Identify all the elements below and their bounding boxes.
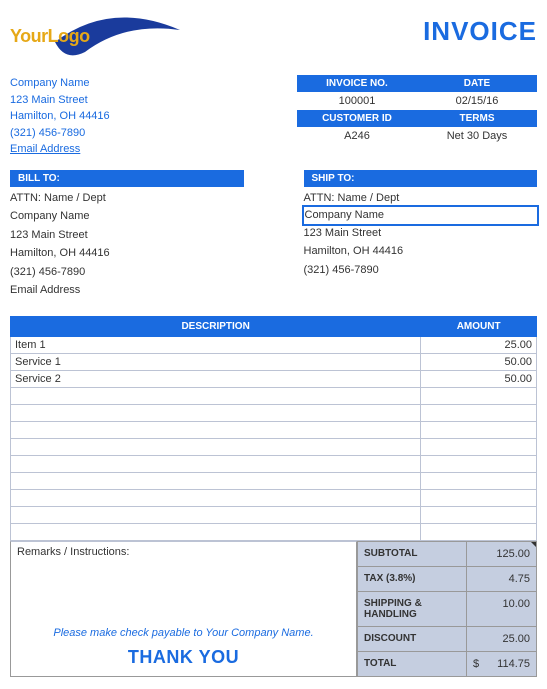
ship-to-street[interactable]: 123 Main Street [304,224,538,243]
meta-customer-id[interactable]: A246 [297,127,417,145]
logo-text-logo: Logo [48,26,90,46]
company-street: 123 Main Street [10,92,110,109]
bill-to-attn[interactable]: ATTN: Name / Dept [10,189,244,208]
meta-invoice-no[interactable]: 100001 [297,92,417,110]
company-name: Company Name [10,75,110,92]
meta-hdr-customer-id: CUSTOMER ID [297,110,417,127]
line-desc[interactable] [11,523,421,540]
total-currency: $ [473,658,479,670]
logo: YourLogo [10,12,190,67]
discount-value[interactable]: 25.00 [467,627,537,651]
bill-to-phone[interactable]: (321) 456-7890 [10,263,244,282]
line-amount[interactable] [421,438,537,455]
line-row [11,506,537,523]
thank-you: THANK YOU [11,643,356,676]
remarks-area[interactable] [11,562,356,623]
tax-label: TAX (3.8%) [357,567,467,591]
col-description: DESCRIPTION [11,316,421,336]
line-desc[interactable] [11,387,421,404]
line-amount[interactable] [421,387,537,404]
shipping-label: SHIPPING & HANDLING [357,592,467,626]
line-row [11,489,537,506]
bill-to-street[interactable]: 123 Main Street [10,226,244,245]
line-row: Item 125.00 [11,336,537,353]
line-desc[interactable]: Service 2 [11,370,421,387]
company-block: Company Name 123 Main Street Hamilton, O… [10,75,110,158]
total-label: TOTAL [357,652,467,676]
line-desc[interactable] [11,506,421,523]
company-city: Hamilton, OH 44416 [10,108,110,125]
invoice-title: INVOICE [423,12,537,47]
line-amount[interactable]: 50.00 [421,370,537,387]
bill-to-column: BILL TO: ATTN: Name / Dept Company Name … [10,170,244,300]
line-row [11,472,537,489]
line-row [11,438,537,455]
total-amount: 114.75 [497,658,530,670]
ship-to-attn[interactable]: ATTN: Name / Dept [304,189,538,208]
line-row [11,455,537,472]
line-amount[interactable] [421,506,537,523]
col-amount: AMOUNT [421,316,537,336]
line-desc[interactable] [11,438,421,455]
header: YourLogo INVOICE [10,12,537,67]
shipping-value[interactable]: 10.00 [467,592,537,626]
subtotal-value[interactable]: 125.00 [467,542,537,566]
subtotal-label: SUBTOTAL [357,542,467,566]
meta-hdr-date: DATE [417,75,537,92]
tax-value[interactable]: 4.75 [467,567,537,591]
meta-hdr-invoice-no: INVOICE NO. [297,75,417,92]
meta-date[interactable]: 02/15/16 [417,92,537,110]
line-desc[interactable]: Item 1 [11,336,421,353]
remarks-cell: Remarks / Instructions: Please make chec… [10,541,357,677]
bottom-row: Remarks / Instructions: Please make chec… [10,541,537,677]
upper-section: Company Name 123 Main Street Hamilton, O… [10,75,537,158]
logo-text-your: Your [10,26,48,46]
ship-to-header: SHIP TO: [304,170,538,187]
line-desc[interactable] [11,455,421,472]
meta-terms[interactable]: Net 30 Days [417,127,537,145]
bill-to-email[interactable]: Email Address [10,281,244,300]
line-amount[interactable] [421,523,537,540]
meta-hdr-terms: TERMS [417,110,537,127]
line-row: Service 250.00 [11,370,537,387]
line-desc[interactable] [11,472,421,489]
line-row [11,523,537,540]
company-phone: (321) 456-7890 [10,125,110,142]
payable-note: Please make check payable to Your Compan… [11,623,356,643]
discount-label: DISCOUNT [357,627,467,651]
line-amount[interactable] [421,455,537,472]
line-row [11,421,537,438]
line-desc[interactable] [11,404,421,421]
line-row [11,387,537,404]
ship-to-phone[interactable]: (321) 456-7890 [304,261,538,280]
line-desc[interactable]: Service 1 [11,353,421,370]
line-desc[interactable] [11,489,421,506]
remarks-label: Remarks / Instructions: [11,542,356,562]
address-row: BILL TO: ATTN: Name / Dept Company Name … [10,170,537,300]
totals-block: SUBTOTAL 125.00 TAX (3.8%) 4.75 SHIPPING… [357,541,537,677]
meta-table: INVOICE NO. DATE 100001 02/15/16 CUSTOME… [297,75,537,145]
ship-to-column: SHIP TO: ATTN: Name / Dept Company Name … [304,170,538,300]
line-row: Service 150.00 [11,353,537,370]
line-amount[interactable] [421,472,537,489]
bill-to-name[interactable]: Company Name [10,207,244,226]
line-items-table: DESCRIPTION AMOUNT Item 125.00Service 15… [10,316,537,541]
ship-to-city[interactable]: Hamilton, OH 44416 [304,242,538,261]
line-amount[interactable] [421,489,537,506]
line-amount[interactable]: 50.00 [421,353,537,370]
ship-to-name[interactable]: Company Name [303,206,539,225]
total-value[interactable]: $ 114.75 [467,652,537,676]
line-row [11,404,537,421]
line-amount[interactable] [421,404,537,421]
bill-to-city[interactable]: Hamilton, OH 44416 [10,244,244,263]
line-desc[interactable] [11,421,421,438]
bill-to-header: BILL TO: [10,170,244,187]
line-amount[interactable]: 25.00 [421,336,537,353]
line-amount[interactable] [421,421,537,438]
company-email[interactable]: Email Address [10,143,80,155]
